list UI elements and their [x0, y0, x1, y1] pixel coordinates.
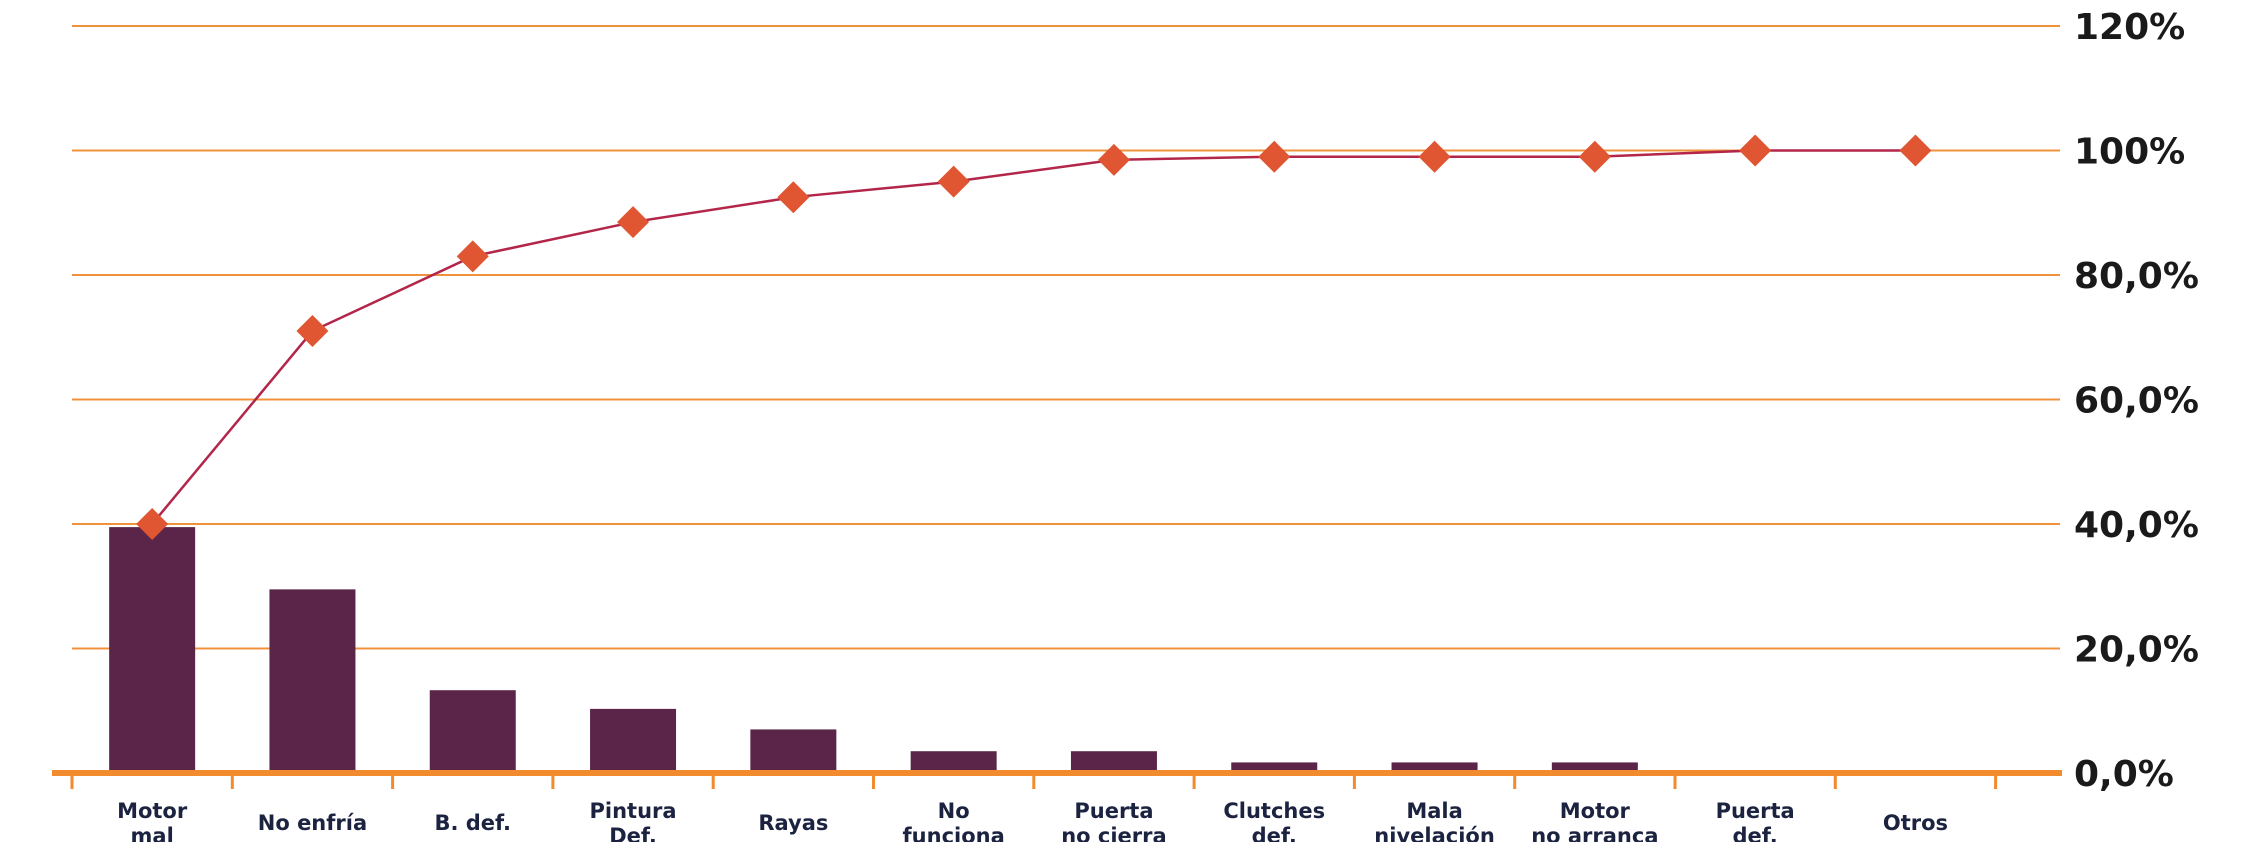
- bar: [1551, 762, 1638, 773]
- bar: [269, 589, 356, 773]
- bar: [590, 708, 677, 773]
- x-axis: [52, 770, 2062, 789]
- x-tick-label: Rayas: [758, 811, 828, 835]
- x-tick-label: Mala nivelación: [1374, 799, 1494, 842]
- x-tick-label: No enfría: [258, 811, 367, 835]
- gridlines: [72, 25, 2060, 650]
- x-tick-label: Puerta def.: [1716, 799, 1795, 842]
- x-tick-label: Pintura Def.: [590, 799, 677, 842]
- cumulative-marker: [1739, 134, 1772, 167]
- x-tick-label: Otros: [1883, 811, 1948, 835]
- x-tick-label: B. def.: [434, 811, 511, 835]
- cumulative-marker: [1418, 140, 1451, 173]
- cumulative-marker: [1258, 140, 1291, 173]
- cumulative-line: [151, 149, 1916, 525]
- bar: [1070, 751, 1157, 773]
- y-tick-label: 60,0%: [2074, 381, 2199, 422]
- y-tick-label: 80,0%: [2074, 256, 2199, 297]
- cumulative-markers: [136, 134, 1932, 540]
- y-tick-label: 0,0%: [2074, 754, 2174, 795]
- y-tick-label: 100%: [2074, 132, 2185, 173]
- x-tick-label: Puerta no cierra: [1061, 799, 1166, 842]
- bar: [1391, 762, 1478, 773]
- x-tick-label: No funciona: [903, 799, 1005, 842]
- y-tick-label: 120%: [2074, 7, 2185, 48]
- y-tick-label: 20,0%: [2074, 630, 2199, 671]
- cumulative-marker: [456, 240, 489, 273]
- cumulative-marker: [136, 508, 169, 540]
- bar: [1231, 762, 1318, 773]
- x-tick-label: Motor mal: [117, 799, 188, 842]
- x-tick-label: Clutches def.: [1223, 799, 1325, 842]
- y-axis-ticks: 0,0% 20,0% 40,0% 60,0% 80,0% 100% 120%: [2074, 7, 2199, 795]
- bar: [429, 690, 516, 773]
- bar: [109, 527, 196, 773]
- cumulative-line-path: [151, 149, 1916, 525]
- bar: [910, 751, 997, 773]
- cumulative-marker: [296, 315, 329, 348]
- cumulative-marker: [777, 181, 810, 214]
- bar: [750, 729, 837, 773]
- y-tick-label: 40,0%: [2074, 505, 2199, 546]
- bars: [109, 527, 1638, 773]
- cumulative-marker: [617, 206, 650, 239]
- x-tick-label: Motor no arranca: [1531, 799, 1658, 842]
- cumulative-marker: [1578, 140, 1611, 173]
- cumulative-marker: [1097, 143, 1130, 176]
- cumulative-marker: [1899, 134, 1932, 167]
- x-axis-ticks: Motor mal No enfría B. def. Pintura Def. Rayas…: [117, 799, 1948, 847]
- cumulative-marker: [937, 165, 970, 198]
